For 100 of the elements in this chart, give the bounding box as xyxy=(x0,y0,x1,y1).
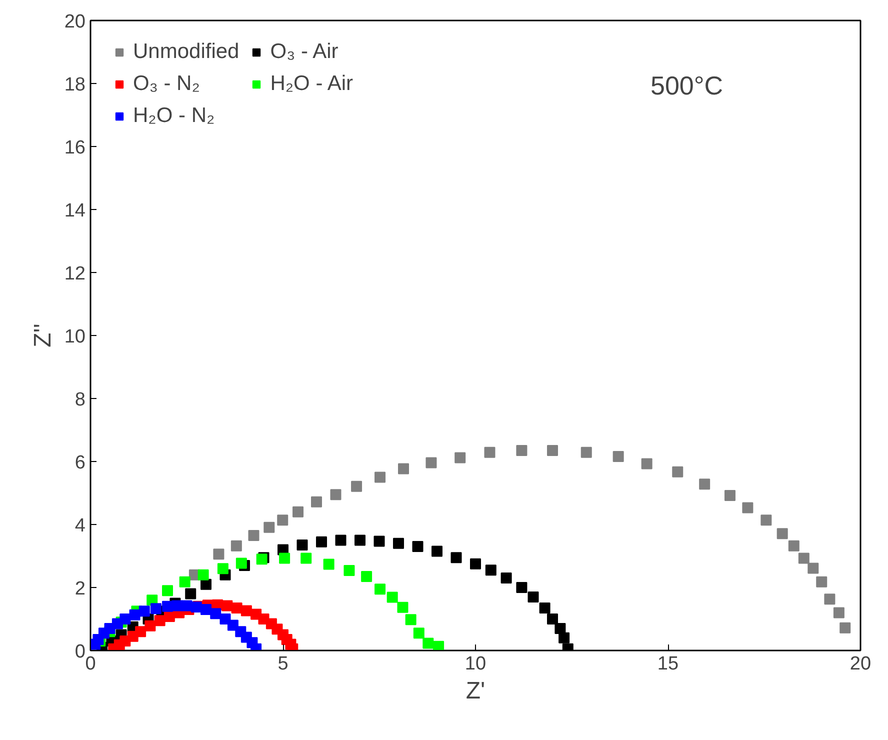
point xyxy=(516,444,528,456)
point xyxy=(742,502,754,514)
point xyxy=(833,607,844,618)
point xyxy=(316,536,327,548)
point xyxy=(426,457,437,468)
point xyxy=(335,534,346,546)
point xyxy=(264,522,275,533)
point xyxy=(398,463,410,474)
point xyxy=(412,541,424,552)
y-tick-label: 20 xyxy=(64,12,86,32)
point xyxy=(808,562,819,574)
point xyxy=(580,446,592,458)
point xyxy=(240,605,252,616)
point xyxy=(840,622,851,634)
y-tick-label: 18 xyxy=(64,74,86,96)
point xyxy=(547,614,558,624)
x-tick-label: 15 xyxy=(657,654,679,674)
point xyxy=(413,628,424,639)
point xyxy=(612,450,624,462)
point xyxy=(454,452,466,464)
point xyxy=(386,592,398,603)
y-tick-label: 10 xyxy=(64,326,86,348)
point xyxy=(672,466,684,478)
point xyxy=(816,576,828,588)
annotation: 500°C xyxy=(650,70,724,100)
point xyxy=(824,594,836,605)
point xyxy=(361,570,372,582)
point xyxy=(351,480,362,492)
x-tick-label: 10 xyxy=(464,654,486,674)
x-tick-label: 20 xyxy=(850,654,872,674)
point xyxy=(144,620,156,632)
point xyxy=(310,496,322,508)
legend-label: H₂O - N₂ xyxy=(133,104,215,128)
point xyxy=(231,602,242,614)
point xyxy=(138,606,150,617)
point xyxy=(539,602,550,614)
y-tick-label: 6 xyxy=(74,452,86,474)
point xyxy=(528,591,539,602)
point xyxy=(150,603,162,614)
point xyxy=(500,572,512,584)
point xyxy=(277,514,288,526)
point xyxy=(185,588,196,600)
point xyxy=(200,604,212,616)
point xyxy=(470,558,481,570)
point xyxy=(699,478,710,490)
point xyxy=(798,552,810,564)
point xyxy=(760,514,772,526)
point xyxy=(547,444,558,456)
y-tick-label: 2 xyxy=(74,578,86,600)
point xyxy=(422,638,434,649)
point xyxy=(135,626,146,638)
y-tick-label: 4 xyxy=(74,516,86,536)
point xyxy=(296,539,308,550)
point xyxy=(129,609,140,620)
point xyxy=(300,552,312,564)
point xyxy=(198,569,209,580)
y-tick-label: 14 xyxy=(64,200,86,222)
point xyxy=(433,640,444,650)
point xyxy=(374,536,385,547)
legend-label: H₂O - Air xyxy=(270,72,354,96)
point xyxy=(788,540,800,552)
point xyxy=(432,546,442,557)
point xyxy=(162,585,173,596)
y-tick-label: 16 xyxy=(64,138,86,158)
point xyxy=(344,564,355,576)
point xyxy=(172,600,183,612)
point xyxy=(292,506,304,518)
point xyxy=(213,548,224,560)
legend-label: O₃ - N₂ xyxy=(133,72,200,96)
point xyxy=(120,614,131,624)
y-tick-label: 8 xyxy=(74,390,86,410)
point xyxy=(485,564,496,576)
y-tick-label: 12 xyxy=(64,264,86,284)
point xyxy=(516,582,528,593)
point xyxy=(217,563,228,574)
point xyxy=(641,458,652,470)
point xyxy=(558,632,570,644)
point xyxy=(374,472,386,483)
point xyxy=(397,602,408,613)
point xyxy=(236,558,247,569)
point xyxy=(210,608,222,620)
point xyxy=(330,489,342,500)
point xyxy=(374,584,386,595)
point xyxy=(484,446,496,458)
point xyxy=(405,614,416,626)
point xyxy=(230,540,242,552)
point xyxy=(323,558,334,570)
point xyxy=(354,534,366,546)
legend-label: Unmodified xyxy=(133,40,240,64)
point xyxy=(222,600,233,612)
x-tick-label: 5 xyxy=(278,654,288,674)
point xyxy=(279,552,290,564)
y-axis-title: Z'' xyxy=(29,324,56,348)
point xyxy=(179,576,190,588)
point xyxy=(393,538,404,549)
point xyxy=(248,530,260,542)
point xyxy=(776,528,788,540)
point xyxy=(450,552,462,564)
point xyxy=(554,622,566,634)
point xyxy=(154,615,166,626)
